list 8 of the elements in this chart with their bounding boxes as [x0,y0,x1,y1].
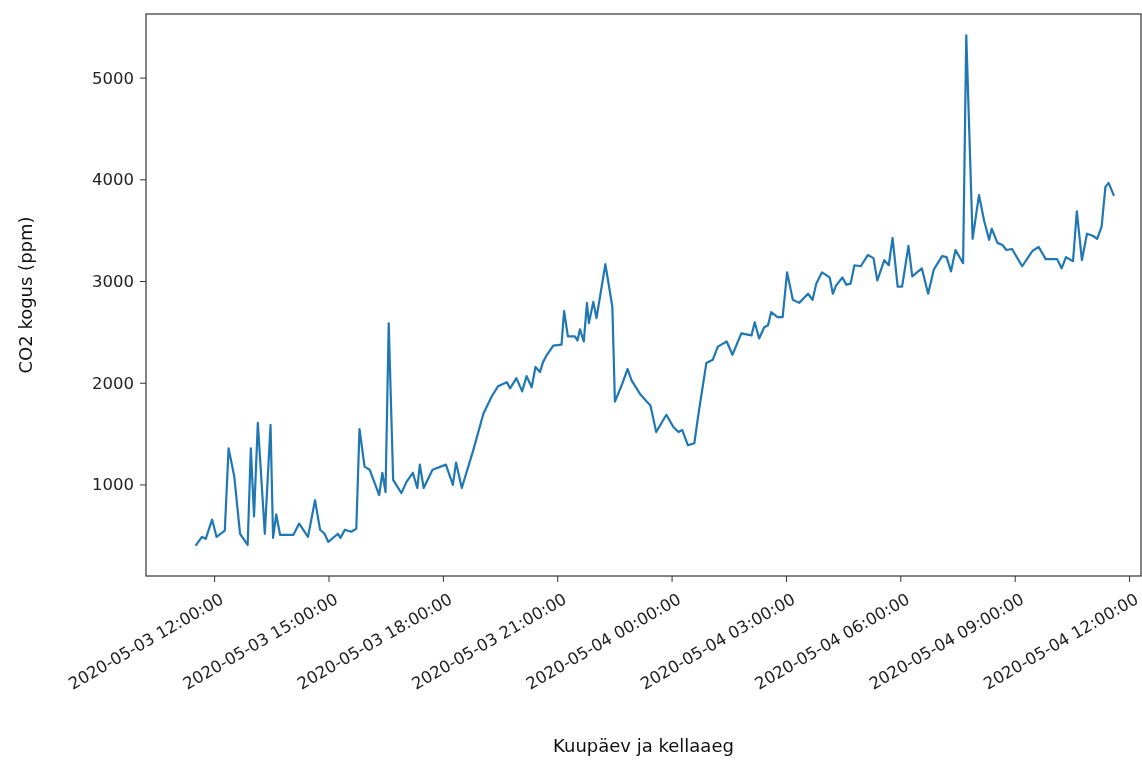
line-series [195,34,1115,547]
y-tick-label: 2000 [92,373,134,393]
y-axis-title: CO2 kogus (ppm) [15,216,36,374]
x-axis-title: Kuupäev ja kellaaeg [553,735,734,756]
y-tick-label: 5000 [92,68,134,88]
y-tick-label: 3000 [92,272,134,292]
y-tick-label: 1000 [92,475,134,495]
y-tick-label: 4000 [92,170,134,190]
